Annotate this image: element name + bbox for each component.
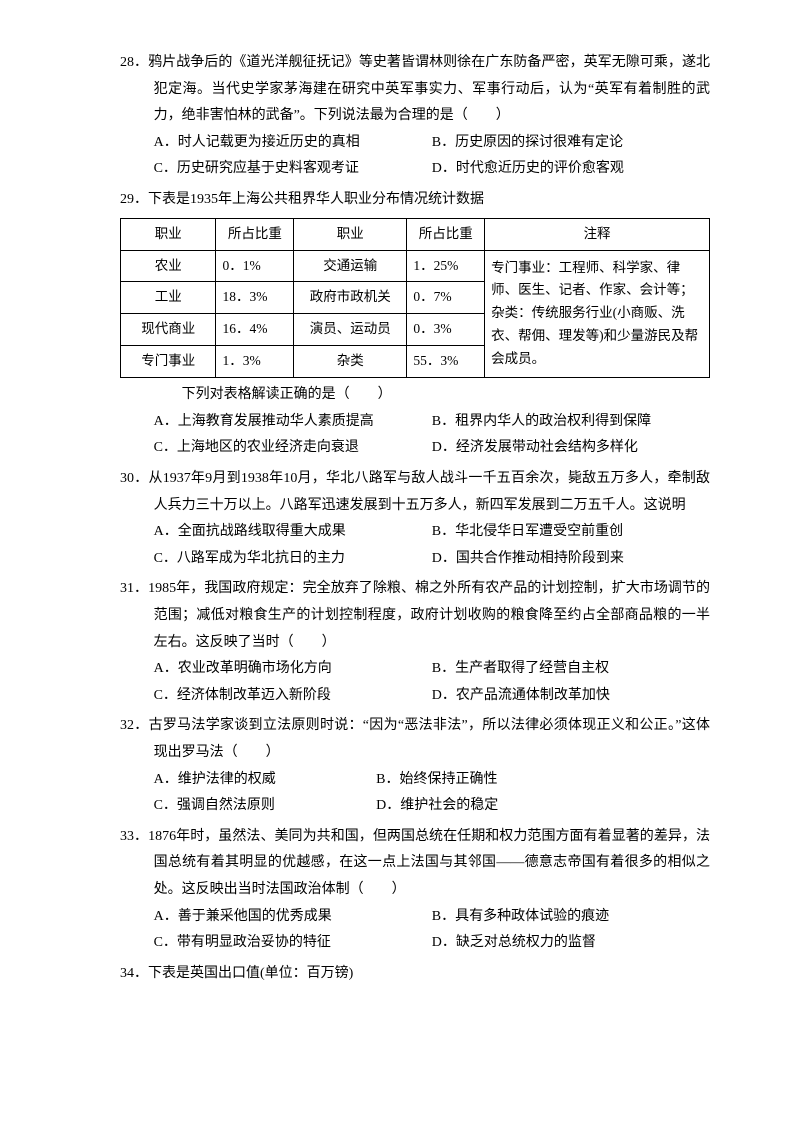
question-29: 29．下表是1935年上海公共租界华人职业分布情况统计数据 职业 所占比重 职业… bbox=[120, 187, 710, 462]
q29-opt-a: A．上海教育发展推动华人素质提高 bbox=[154, 409, 432, 436]
q33-options: A．善于兼采他国的优秀成果 B．具有多种政体试验的痕迹 C．带有明显政治妥协的特… bbox=[120, 904, 710, 957]
q33-opt-a: A．善于兼采他国的优秀成果 bbox=[154, 904, 432, 931]
q31-stem: 31．1985年，我国政府规定：完全放弃了除粮、棉之外所有农产品的计划控制，扩大… bbox=[120, 576, 710, 656]
q33-opt-c: C．带有明显政治妥协的特征 bbox=[154, 930, 432, 957]
table-header-row: 职业 所占比重 职业 所占比重 注释 bbox=[121, 218, 710, 250]
q29-stem2: 下列对表格解读正确的是（ ） bbox=[120, 382, 710, 409]
q32-opt-a: A．维护法律的权威 bbox=[154, 767, 377, 794]
q30-opt-b: B．华北侵华日军遭受空前重创 bbox=[432, 519, 710, 546]
q29-opt-b: B．租界内华人的政治权利得到保障 bbox=[432, 409, 710, 436]
q30-opt-c: C．八路军成为华北抗日的主力 bbox=[154, 546, 432, 573]
q28-opt-c: C．历史研究应基于史料客观考证 bbox=[154, 156, 432, 183]
q30-opt-d: D．国共合作推动相持阶段到来 bbox=[432, 546, 710, 573]
q29-table: 职业 所占比重 职业 所占比重 注释 农业 0．1% 交通运输 1．25% 专门… bbox=[120, 218, 710, 379]
q33-stem: 33．1876年时，虽然法、美同为共和国，但两国总统在任期和权力范围方面有着显著… bbox=[120, 824, 710, 904]
question-33: 33．1876年时，虽然法、美同为共和国，但两国总统在任期和权力范围方面有着显著… bbox=[120, 824, 710, 957]
th-percent-2: 所占比重 bbox=[407, 218, 485, 250]
q29-lead: 29．下表是1935年上海公共租界华人职业分布情况统计数据 bbox=[120, 187, 710, 214]
q33-opt-d: D．缺乏对总统权力的监督 bbox=[432, 930, 710, 957]
q31-opt-d: D．农产品流通体制改革加快 bbox=[432, 683, 710, 710]
question-30: 30．从1937年9月到1938年10月，华北八路军与敌人战斗一千五百余次，毙敌… bbox=[120, 466, 710, 572]
table-row: 农业 0．1% 交通运输 1．25% 专门事业：工程师、科学家、律师、医生、记者… bbox=[121, 250, 710, 282]
q34-stem: 34．下表是英国出口值(单位：百万镑) bbox=[120, 961, 710, 988]
q28-options: A．时人记载更为接近历史的真相 B．历史原因的探讨很难有定论 C．历史研究应基于… bbox=[120, 130, 710, 183]
question-28: 28．鸦片战争后的《道光洋舰征抚记》等史著皆谓林则徐在广东防备严密，英军无隙可乘… bbox=[120, 50, 710, 183]
q33-opt-b: B．具有多种政体试验的痕迹 bbox=[432, 904, 710, 931]
th-occupation-1: 职业 bbox=[121, 218, 216, 250]
q30-options: A．全面抗战路线取得重大成果 B．华北侵华日军遭受空前重创 C．八路军成为华北抗… bbox=[120, 519, 710, 572]
q32-opt-d: D．维护社会的稳定 bbox=[376, 793, 710, 820]
q32-opt-b: B．始终保持正确性 bbox=[376, 767, 710, 794]
q31-opt-c: C．经济体制改革迈入新阶段 bbox=[154, 683, 432, 710]
q28-opt-b: B．历史原因的探讨很难有定论 bbox=[432, 130, 710, 157]
question-32: 32．古罗马法学家谈到立法原则时说：“因为“恶法非法”，所以法律必须体现正义和公… bbox=[120, 713, 710, 819]
q28-stem: 28．鸦片战争后的《道光洋舰征抚记》等史著皆谓林则徐在广东防备严密，英军无隙可乘… bbox=[120, 50, 710, 130]
q32-options: A．维护法律的权威 B．始终保持正确性 C．强调自然法原则 D．维护社会的稳定 bbox=[120, 767, 710, 820]
th-note: 注释 bbox=[485, 218, 710, 250]
q30-opt-a: A．全面抗战路线取得重大成果 bbox=[154, 519, 432, 546]
q29-options: A．上海教育发展推动华人素质提高 B．租界内华人的政治权利得到保障 C．上海地区… bbox=[120, 409, 710, 462]
q32-stem: 32．古罗马法学家谈到立法原则时说：“因为“恶法非法”，所以法律必须体现正义和公… bbox=[120, 713, 710, 766]
table-note-cell: 专门事业：工程师、科学家、律师、医生、记者、作家、会计等； 杂类：传统服务行业(… bbox=[485, 250, 710, 378]
q31-opt-a: A．农业改革明确市场化方向 bbox=[154, 656, 432, 683]
q31-opt-b: B．生产者取得了经营自主权 bbox=[432, 656, 710, 683]
q28-opt-a: A．时人记载更为接近历史的真相 bbox=[154, 130, 432, 157]
th-percent-1: 所占比重 bbox=[216, 218, 294, 250]
th-occupation-2: 职业 bbox=[294, 218, 407, 250]
q28-opt-d: D．时代愈近历史的评价愈客观 bbox=[432, 156, 710, 183]
q31-options: A．农业改革明确市场化方向 B．生产者取得了经营自主权 C．经济体制改革迈入新阶… bbox=[120, 656, 710, 709]
q32-opt-c: C．强调自然法原则 bbox=[154, 793, 377, 820]
q29-opt-d: D．经济发展带动社会结构多样化 bbox=[432, 435, 710, 462]
question-34: 34．下表是英国出口值(单位：百万镑) bbox=[120, 961, 710, 988]
question-31: 31．1985年，我国政府规定：完全放弃了除粮、棉之外所有农产品的计划控制，扩大… bbox=[120, 576, 710, 709]
q30-stem: 30．从1937年9月到1938年10月，华北八路军与敌人战斗一千五百余次，毙敌… bbox=[120, 466, 710, 519]
q29-opt-c: C．上海地区的农业经济走向衰退 bbox=[154, 435, 432, 462]
